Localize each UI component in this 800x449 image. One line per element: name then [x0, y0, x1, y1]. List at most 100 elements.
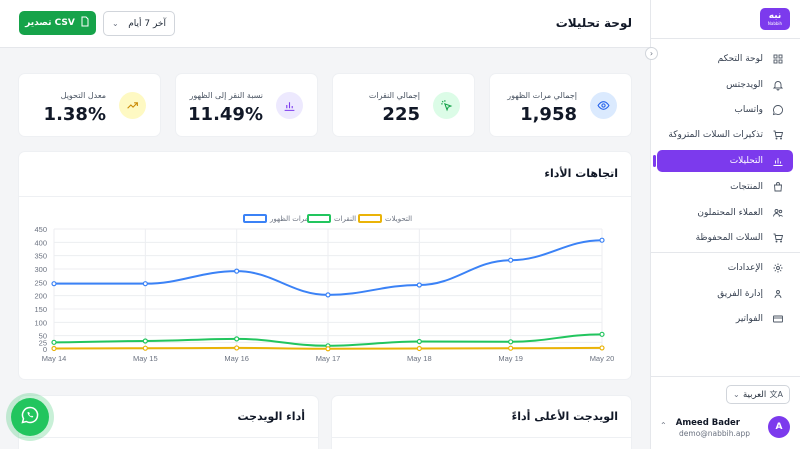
top-widgets-title: الويدجت الأعلى أداءً — [511, 410, 618, 423]
sidebar-item-settings[interactable]: الإعدادات — [657, 257, 793, 279]
data-point — [51, 281, 57, 287]
data-point — [234, 345, 240, 351]
brand-logo[interactable]: نبه Nabbih — [760, 8, 790, 30]
user-name: Ameed Bader — [675, 418, 740, 428]
top-bar: لوحة تحليلات آخر 7 أيام ⌄ تصدير CSV — [0, 0, 650, 48]
stat-card-conversion: معدل التحويل 1.38% — [19, 74, 160, 136]
sidebar-item-label: التحليلات — [729, 156, 763, 166]
stat-value: 225 — [382, 104, 420, 125]
sidebar-item-abandoned-carts[interactable]: تذكيرات السلات المتروكة — [657, 124, 793, 146]
cart-icon — [771, 128, 785, 142]
divider — [332, 437, 631, 438]
logo-text: نبه — [768, 11, 782, 21]
sidebar-item-label: المنتجات — [730, 182, 763, 192]
period-select[interactable]: آخر 7 أيام ⌄ — [103, 11, 175, 36]
bar-chart-icon — [771, 154, 785, 168]
active-indicator — [653, 155, 656, 167]
divider — [651, 376, 800, 377]
widget-performance-title: أداء الويدجت — [237, 410, 306, 423]
language-value: العربية — [743, 389, 767, 400]
y-tick-label: 0 — [43, 345, 47, 354]
team-icon — [771, 287, 785, 301]
export-csv-button[interactable]: تصدير CSV — [19, 11, 96, 35]
sidebar-item-leads[interactable]: العملاء المحتملون — [657, 202, 793, 224]
legend-swatch — [307, 214, 331, 223]
stat-label: معدل التحويل — [60, 91, 106, 100]
data-point — [51, 345, 57, 352]
sidebar-item-saved-carts[interactable]: السلات المحفوظة — [657, 227, 793, 249]
sidebar-item-widgets[interactable]: الويدجتس — [657, 74, 793, 96]
chevron-right-icon: › — [649, 49, 654, 58]
sidebar-item-label: العملاء المحتملون — [697, 208, 763, 218]
cart-icon — [771, 231, 785, 245]
sidebar-item-label: الإعدادات — [727, 263, 763, 273]
sidebar-item-label: واتساب — [734, 105, 763, 115]
sidebar-item-label: الفواتير — [735, 314, 763, 324]
y-tick-label: 50 — [39, 332, 47, 341]
y-tick-label: 150 — [34, 305, 47, 314]
sidebar-item-dashboard[interactable]: لوحة التحكم — [657, 48, 793, 70]
legend-label: التحويلات — [385, 215, 412, 223]
top-widgets-card: الويدجت الأعلى أداءً — [332, 396, 631, 449]
data-point — [508, 339, 514, 345]
data-point — [508, 257, 514, 263]
sidebar-item-analytics[interactable]: التحليلات — [653, 150, 793, 172]
data-point — [142, 338, 148, 344]
stat-card-clicks: إجمالي النقرات 225 — [333, 74, 474, 136]
card-icon — [771, 312, 785, 326]
data-point — [51, 339, 57, 345]
widget-performance-card: أداء الويدجت — [19, 396, 318, 449]
stat-label: نسبة النقر إلى الظهور — [189, 91, 263, 100]
bell-icon — [771, 78, 785, 92]
export-label: تصدير CSV — [25, 18, 75, 28]
y-tick-label: 100 — [34, 318, 47, 327]
sidebar-item-label: إدارة الفريق — [717, 289, 763, 299]
whatsapp-chat-button[interactable] — [11, 398, 49, 436]
gear-icon — [771, 261, 785, 275]
y-tick-label: 200 — [34, 292, 47, 301]
x-tick-label: May 16 — [224, 354, 249, 363]
data-point — [599, 237, 605, 243]
divider — [19, 437, 318, 438]
data-point — [416, 345, 422, 352]
y-tick-label: 300 — [34, 265, 47, 274]
x-tick-label: May 20 — [590, 354, 615, 363]
stat-value: 1,958 — [520, 104, 577, 125]
legend-swatch — [358, 214, 382, 223]
sidebar-item-team[interactable]: إدارة الفريق — [657, 283, 793, 305]
sidebar-item-billing[interactable]: الفواتير — [657, 308, 793, 330]
stat-label: إجمالي مرات الظهور — [507, 91, 577, 100]
divider — [651, 38, 800, 39]
logo-subtext: Nabbih — [767, 21, 783, 26]
bar-chart-icon — [276, 92, 303, 119]
data-point — [234, 336, 240, 342]
stat-value: 1.38% — [43, 104, 106, 125]
eye-icon — [590, 92, 617, 119]
data-point — [416, 282, 422, 288]
collapse-sidebar-button[interactable]: › — [645, 47, 658, 60]
stat-label: إجمالي النقرات — [368, 91, 420, 100]
divider — [19, 196, 631, 197]
stat-card-ctr: نسبة النقر إلى الظهور 11.49% — [176, 74, 317, 136]
page-title: لوحة تحليلات — [555, 16, 632, 30]
legend-swatch — [243, 214, 267, 223]
sidebar: نبه Nabbih › لوحة التحكم الويدجتس واتساب… — [645, 0, 800, 449]
trend-up-icon — [119, 92, 146, 119]
y-tick-label: 250 — [34, 278, 47, 287]
pointer-icon — [433, 92, 460, 119]
chart-title: اتجاهات الأداء — [544, 167, 618, 180]
data-point — [325, 346, 331, 352]
x-tick-label: May 14 — [42, 354, 67, 363]
user-profile[interactable]: A Ameed Bader demo@nabbih.app ⌃ — [660, 416, 790, 440]
sidebar-item-whatsapp[interactable]: واتساب — [657, 99, 793, 121]
language-select[interactable]: 文A العربية ⌄ — [726, 385, 790, 404]
sidebar-item-products[interactable]: المنتجات — [657, 176, 793, 198]
sidebar-item-label: لوحة التحكم — [717, 54, 763, 64]
performance-chart-card: اتجاهات الأداء 0 25 50 100 150 200 250 300 350 40… — [19, 152, 631, 379]
chevron-down-icon: ⌄ — [733, 390, 740, 399]
whatsapp-icon — [20, 405, 40, 429]
chevron-down-icon: ⌄ — [112, 19, 119, 28]
legend-label: النقرات — [334, 215, 356, 223]
stat-value: 11.49% — [188, 104, 263, 125]
period-value: آخر 7 أيام — [128, 18, 166, 29]
